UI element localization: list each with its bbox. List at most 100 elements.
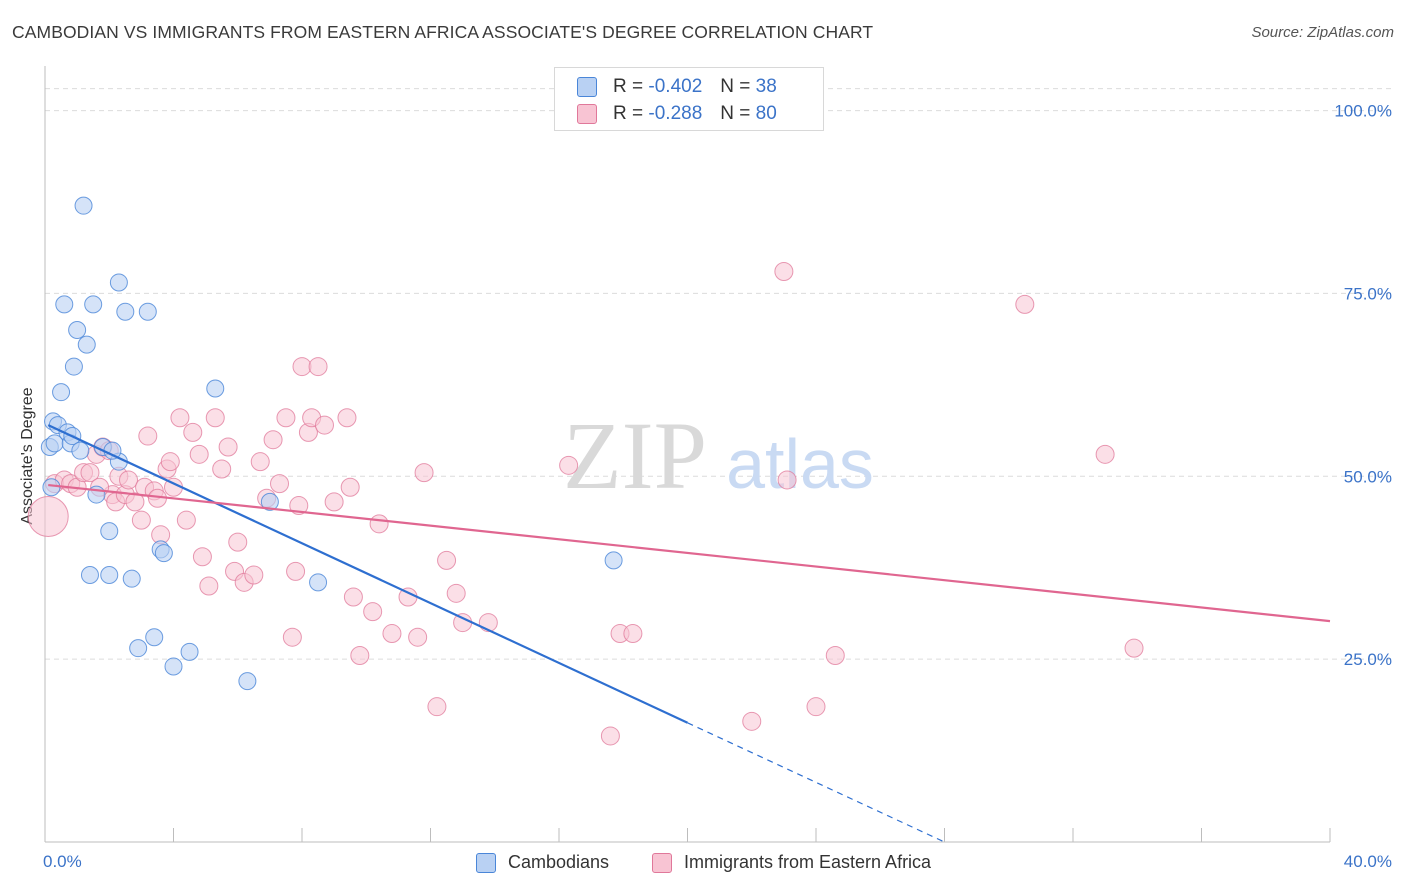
point-immigrants	[199, 576, 219, 596]
point-immigrants	[446, 583, 466, 603]
point-immigrants	[138, 426, 158, 446]
point-immigrants	[382, 624, 402, 644]
point-cambodians	[100, 566, 119, 585]
point-immigrants	[806, 697, 826, 717]
point-immigrants	[350, 645, 370, 665]
point-cambodians	[180, 642, 199, 661]
point-immigrants	[270, 474, 290, 494]
point-immigrants	[27, 496, 69, 538]
legend-n-label: N =	[720, 76, 751, 97]
point-cambodians	[80, 566, 99, 585]
point-immigrants	[337, 408, 357, 428]
point-cambodians	[77, 335, 96, 354]
x-tick-label-max: 40.0%	[1343, 852, 1392, 871]
point-immigrants	[218, 437, 238, 457]
legend-n-label: N =	[720, 103, 751, 124]
point-cambodians	[100, 522, 119, 541]
trend-line-immigrants	[48, 483, 1331, 623]
point-immigrants	[1015, 294, 1035, 314]
legend-swatch-pink	[577, 104, 597, 124]
point-immigrants	[289, 496, 309, 516]
point-immigrants	[170, 408, 190, 428]
legend-label-cambodians: Cambodians	[508, 852, 610, 872]
point-immigrants	[825, 645, 845, 665]
point-cambodians	[55, 295, 74, 314]
series-cambodians-points	[40, 196, 623, 691]
point-cambodians	[309, 573, 328, 592]
point-immigrants	[308, 357, 328, 377]
point-immigrants	[205, 408, 225, 428]
point-immigrants	[363, 602, 383, 622]
point-cambodians	[122, 569, 141, 588]
legend-r-label: R =	[613, 103, 644, 124]
point-immigrants	[131, 510, 151, 530]
legend-swatch-blue	[577, 77, 597, 97]
point-immigrants	[600, 726, 620, 746]
point-immigrants	[212, 459, 232, 479]
point-cambodians	[206, 379, 225, 398]
legend-n-value: 80	[755, 103, 777, 124]
point-immigrants	[263, 430, 283, 450]
point-immigrants	[437, 550, 457, 570]
point-cambodians	[71, 441, 90, 460]
point-cambodians	[109, 273, 128, 292]
point-cambodians	[84, 295, 103, 314]
y-tick-label: 50.0%	[1344, 467, 1392, 486]
point-immigrants	[282, 627, 302, 647]
point-immigrants	[80, 463, 100, 483]
point-immigrants	[119, 470, 139, 490]
point-immigrants	[286, 561, 306, 581]
series-immigrants-eastern-africa-points	[27, 261, 1144, 746]
point-immigrants	[192, 547, 212, 567]
point-cambodians	[604, 551, 623, 570]
point-immigrants	[176, 510, 196, 530]
point-immigrants	[125, 492, 145, 512]
point-immigrants	[314, 415, 334, 435]
legend-r-value: -0.402	[648, 76, 703, 97]
point-immigrants	[408, 627, 428, 647]
legend-item-immigrants[interactable]: Immigrants from Eastern Africa	[652, 852, 931, 873]
point-cambodians	[145, 628, 164, 647]
point-immigrants	[340, 477, 360, 497]
point-immigrants	[244, 565, 264, 585]
point-immigrants	[160, 452, 180, 472]
point-immigrants	[324, 492, 344, 512]
point-cambodians	[138, 302, 157, 321]
point-immigrants	[183, 422, 203, 442]
legend-label-immigrants: Immigrants from Eastern Africa	[684, 852, 932, 872]
point-immigrants	[1095, 444, 1115, 464]
point-cambodians	[260, 492, 279, 511]
legend-row-cambodians: R = -0.402 N = 38	[577, 75, 777, 99]
point-immigrants	[559, 455, 579, 475]
point-cambodians	[116, 302, 135, 321]
legend-swatch-blue	[476, 852, 496, 873]
watermark-atlas: atlas	[726, 425, 874, 503]
series-legend: Cambodians Immigrants from Eastern Afric…	[0, 852, 1406, 878]
point-cambodians	[238, 672, 257, 691]
y-tick-label: 100.0%	[1334, 102, 1392, 121]
point-immigrants	[369, 514, 389, 534]
legend-swatch-pink	[652, 852, 672, 873]
legend-item-cambodians[interactable]: Cambodians	[476, 852, 609, 873]
y-tick-labels: 25.0% 50.0% 75.0% 100.0%	[1334, 102, 1392, 670]
point-cambodians	[129, 639, 148, 658]
point-cambodians	[164, 657, 183, 676]
point-immigrants	[292, 357, 312, 377]
chart-title: CAMBODIAN VS IMMIGRANTS FROM EASTERN AFR…	[12, 22, 874, 42]
trend-line-cambodians	[47, 424, 688, 724]
point-immigrants	[276, 408, 296, 428]
point-immigrants	[250, 452, 270, 472]
legend-n-value: 38	[755, 76, 777, 97]
point-immigrants	[774, 261, 794, 281]
point-cambodians	[68, 321, 87, 339]
trend-lines	[47, 424, 1331, 843]
point-cambodians	[42, 478, 61, 497]
point-immigrants	[1124, 638, 1144, 658]
point-cambodians	[74, 196, 93, 215]
point-immigrants	[623, 624, 643, 644]
legend-row-immigrants: R = -0.288 N = 80	[577, 102, 777, 126]
point-cambodians	[64, 357, 83, 376]
point-immigrants	[742, 711, 762, 731]
point-immigrants	[343, 587, 363, 607]
